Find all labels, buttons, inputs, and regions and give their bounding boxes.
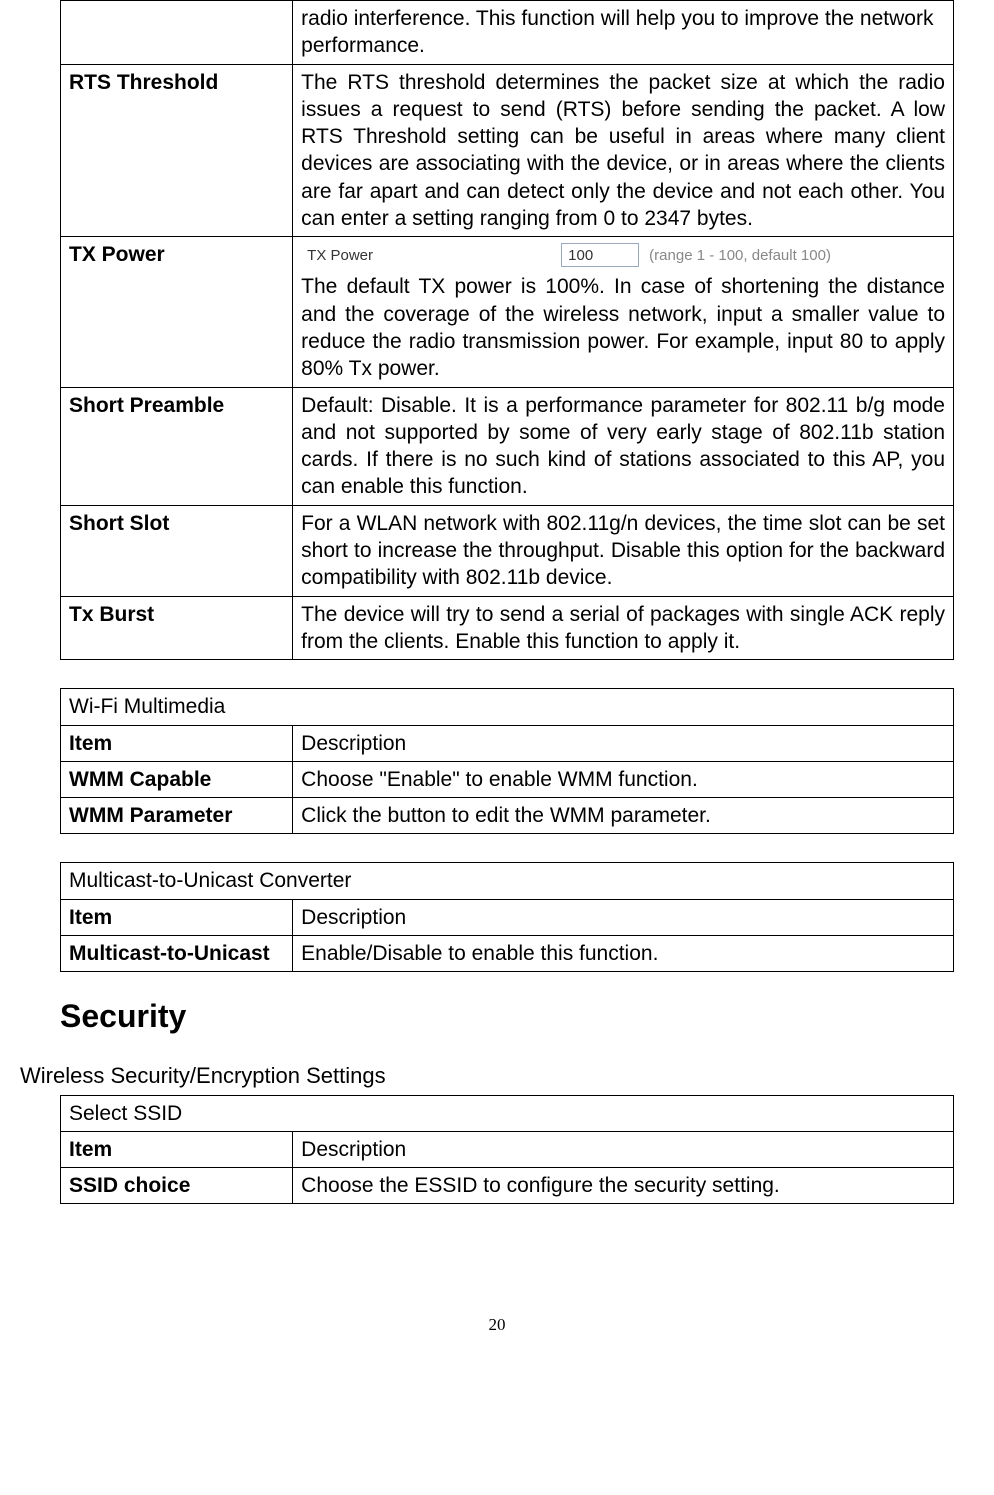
table-header-row: Item Description [61, 899, 954, 935]
table-title-row: Wi-Fi Multimedia [61, 689, 954, 725]
row-desc: The default TX power is 100%. In case of… [301, 273, 945, 382]
header-item: Item [61, 1131, 293, 1167]
txpower-input[interactable] [561, 243, 639, 267]
row-label: TX Power [61, 237, 293, 387]
row-label: WMM Parameter [61, 798, 293, 834]
table-title: Multicast-to-Unicast Converter [61, 863, 954, 899]
table-title-row: Multicast-to-Unicast Converter [61, 863, 954, 899]
security-heading: Security [60, 996, 944, 1038]
row-desc: Choose "Enable" to enable WMM function. [293, 761, 954, 797]
row-desc: radio interference. This function will h… [293, 1, 954, 65]
row-desc: For a WLAN network with 802.11g/n device… [293, 505, 954, 596]
header-item: Item [61, 725, 293, 761]
security-subheading: Wireless Security/Encryption Settings [20, 1062, 944, 1091]
table-row: RTS Threshold The RTS threshold determin… [61, 64, 954, 237]
multicast-table: Multicast-to-Unicast Converter Item Desc… [60, 862, 954, 972]
header-desc: Description [293, 899, 954, 935]
row-desc: The RTS threshold determines the packet … [293, 64, 954, 237]
txpower-range-hint: (range 1 - 100, default 100) [649, 246, 831, 266]
row-label: Multicast-to-Unicast [61, 936, 293, 972]
row-desc-cell: TX Power (range 1 - 100, default 100) Th… [293, 237, 954, 387]
header-desc: Description [293, 725, 954, 761]
select-ssid-table: Select SSID Item Description SSID choice… [60, 1095, 954, 1205]
header-desc: Description [293, 1131, 954, 1167]
row-desc: The device will try to send a serial of … [293, 596, 954, 660]
table-title: Wi-Fi Multimedia [61, 689, 954, 725]
table-row: SSID choice Choose the ESSID to configur… [61, 1168, 954, 1204]
row-label: Tx Burst [61, 596, 293, 660]
row-desc: Default: Disable. It is a performance pa… [293, 387, 954, 505]
table-row: WMM Capable Choose "Enable" to enable WM… [61, 761, 954, 797]
page-number: 20 [50, 1314, 944, 1336]
table-row: Short Preamble Default: Disable. It is a… [61, 387, 954, 505]
table-header-row: Item Description [61, 725, 954, 761]
row-label: RTS Threshold [61, 64, 293, 237]
table-row: Multicast-to-Unicast Enable/Disable to e… [61, 936, 954, 972]
txpower-widget: TX Power (range 1 - 100, default 100) [301, 241, 945, 273]
row-label: SSID choice [61, 1168, 293, 1204]
table-row: radio interference. This function will h… [61, 1, 954, 65]
row-desc: Click the button to edit the WMM paramet… [293, 798, 954, 834]
table-title: Select SSID [61, 1095, 954, 1131]
header-item: Item [61, 899, 293, 935]
row-desc: Choose the ESSID to configure the securi… [293, 1168, 954, 1204]
table-row: Tx Burst The device will try to send a s… [61, 596, 954, 660]
row-label: WMM Capable [61, 761, 293, 797]
txpower-field-label: TX Power [301, 246, 561, 266]
advanced-settings-table: radio interference. This function will h… [60, 0, 954, 660]
table-row: Short Slot For a WLAN network with 802.1… [61, 505, 954, 596]
wifi-multimedia-table: Wi-Fi Multimedia Item Description WMM Ca… [60, 688, 954, 834]
table-row: WMM Parameter Click the button to edit t… [61, 798, 954, 834]
table-row: TX Power TX Power (range 1 - 100, defaul… [61, 237, 954, 387]
row-label [61, 1, 293, 65]
row-label: Short Preamble [61, 387, 293, 505]
table-title-row: Select SSID [61, 1095, 954, 1131]
table-header-row: Item Description [61, 1131, 954, 1167]
row-label: Short Slot [61, 505, 293, 596]
row-desc: Enable/Disable to enable this function. [293, 936, 954, 972]
